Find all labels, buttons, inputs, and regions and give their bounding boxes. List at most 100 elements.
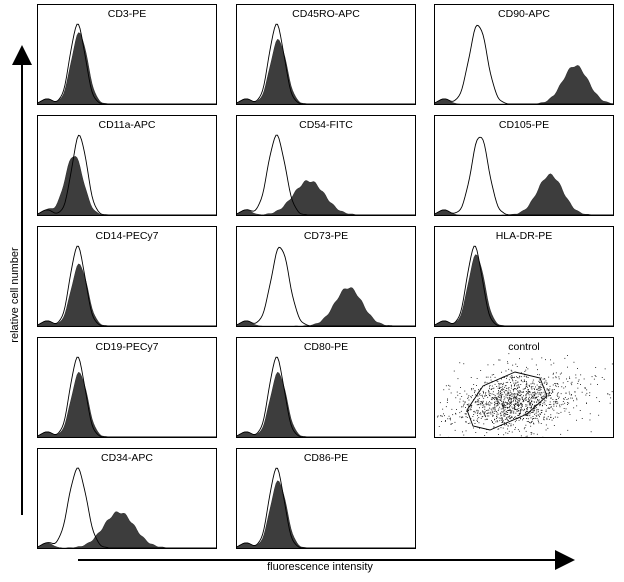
scatter-point xyxy=(509,403,510,405)
panel-title: CD45RO-APC xyxy=(292,8,360,20)
scatter-point xyxy=(492,391,494,393)
scatter-point xyxy=(533,418,535,419)
panel-cd90-apc: CD90-APC xyxy=(434,4,614,105)
scatter-point xyxy=(464,401,466,403)
isotype-histogram xyxy=(237,356,415,437)
scatter-point xyxy=(540,384,542,386)
scatter-point xyxy=(504,401,506,403)
scatter-point xyxy=(515,398,517,399)
scatter-point xyxy=(541,409,543,411)
scatter-point xyxy=(480,417,482,419)
scatter-point xyxy=(554,383,556,384)
scatter-point xyxy=(540,397,542,398)
scatter-point xyxy=(545,409,547,411)
panel-plot xyxy=(237,467,415,548)
scatter-point xyxy=(497,401,499,402)
scatter-point xyxy=(527,399,529,401)
scatter-point xyxy=(499,397,501,398)
scatter-point xyxy=(585,394,587,396)
scatter-point xyxy=(474,390,476,392)
scatter-point xyxy=(531,400,532,402)
scatter-point xyxy=(518,401,520,403)
scatter-point xyxy=(516,385,518,387)
scatter-point xyxy=(537,391,539,393)
scatter-point xyxy=(478,390,480,392)
scatter-point xyxy=(565,408,567,410)
scatter-point xyxy=(525,404,527,406)
scatter-point xyxy=(491,385,493,387)
scatter-point xyxy=(483,423,485,425)
scatter-point xyxy=(584,387,586,388)
scatter-point xyxy=(499,413,501,415)
scatter-point xyxy=(526,409,528,411)
scatter-point xyxy=(493,397,494,399)
scatter-point xyxy=(489,404,491,406)
scatter-point xyxy=(552,373,554,375)
scatter-point xyxy=(472,416,474,417)
scatter-point xyxy=(517,392,519,394)
scatter-point xyxy=(513,385,515,387)
scatter-point xyxy=(521,396,523,398)
scatter-point xyxy=(489,407,490,409)
scatter-point xyxy=(609,402,611,404)
scatter-point xyxy=(569,376,570,378)
scatter-point xyxy=(503,405,505,407)
scatter-point xyxy=(494,396,496,398)
panel-title: CD105-PE xyxy=(498,119,550,131)
scatter-point xyxy=(561,372,562,374)
scatter-point xyxy=(523,428,525,430)
scatter-point xyxy=(486,395,487,396)
scatter-point xyxy=(515,412,517,414)
scatter-point xyxy=(503,410,505,412)
panel-title: CD34-APC xyxy=(101,452,153,464)
scatter-point xyxy=(515,388,516,390)
scatter-point xyxy=(564,410,566,412)
panel-cd11a-apc: CD11a-APC xyxy=(37,115,217,216)
scatter-point xyxy=(466,393,468,395)
scatter-point xyxy=(501,403,503,404)
scatter-point xyxy=(531,406,532,408)
scatter-point xyxy=(531,400,533,402)
scatter-point xyxy=(505,432,507,434)
scatter-point xyxy=(518,414,520,416)
scatter-point xyxy=(514,407,515,408)
scatter-point xyxy=(495,397,497,398)
scatter-point xyxy=(513,393,515,395)
scatter-point xyxy=(542,397,544,399)
scatter-point xyxy=(497,428,499,430)
scatter-point xyxy=(541,392,543,394)
scatter-point xyxy=(552,408,554,410)
scatter-point xyxy=(507,428,508,430)
scatter-point xyxy=(553,425,555,426)
isotype-histogram xyxy=(237,23,415,104)
scatter-point xyxy=(532,379,534,381)
scatter-point xyxy=(490,408,492,410)
scatter-point xyxy=(518,386,520,388)
scatter-point xyxy=(521,409,523,411)
scatter-point xyxy=(460,410,462,412)
scatter-point xyxy=(507,393,509,395)
scatter-point xyxy=(502,407,504,409)
scatter-point xyxy=(497,421,499,423)
scatter-point xyxy=(508,416,510,418)
scatter-point xyxy=(501,390,503,391)
scatter-point xyxy=(533,423,535,425)
scatter-point xyxy=(504,406,506,408)
scatter-point xyxy=(492,415,494,417)
scatter-point xyxy=(531,412,533,413)
scatter-point xyxy=(589,395,591,396)
scatter-point xyxy=(529,396,530,398)
scatter-point xyxy=(550,406,552,408)
panel-plot xyxy=(435,245,613,326)
scatter-point xyxy=(567,402,568,404)
scatter-point xyxy=(445,385,447,387)
scatter-point xyxy=(548,376,550,378)
scatter-point xyxy=(504,423,505,425)
scatter-point xyxy=(513,418,514,419)
scatter-point xyxy=(498,392,500,394)
scatter-point xyxy=(540,413,541,415)
scatter-point xyxy=(485,410,487,411)
scatter-point xyxy=(530,405,532,406)
scatter-point xyxy=(510,403,511,405)
scatter-point xyxy=(497,405,499,407)
